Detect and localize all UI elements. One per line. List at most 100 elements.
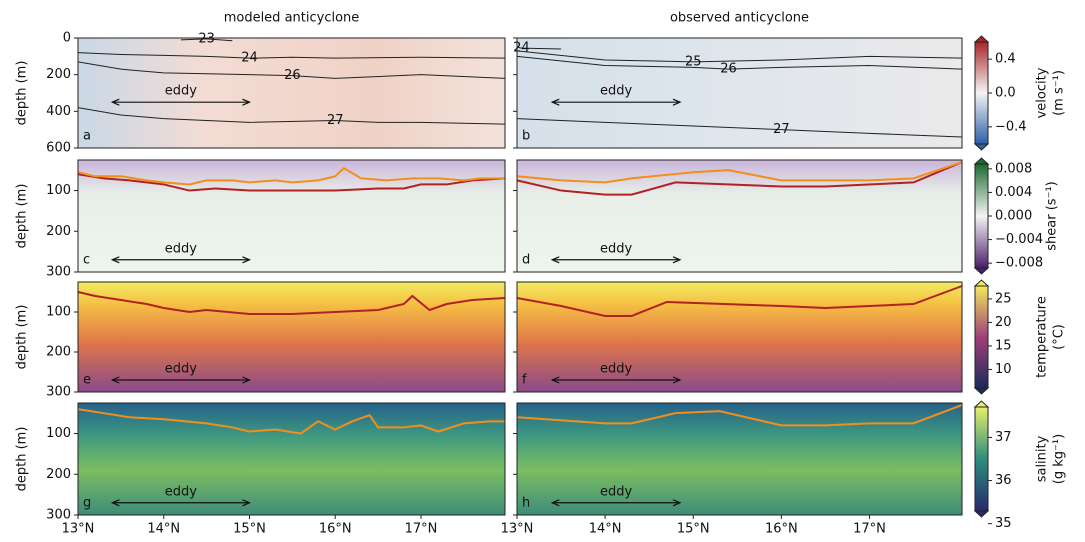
- colorbar: [974, 41, 989, 145]
- field: [78, 38, 505, 148]
- y-axis-label: depth (m): [15, 427, 30, 492]
- y-tick-label: 600: [46, 141, 71, 156]
- colorbar-cap: [973, 387, 990, 395]
- contour-label: 23: [198, 31, 215, 46]
- y-tick-label: 200: [46, 467, 71, 482]
- y-axis-label: depth (m): [15, 305, 30, 370]
- y-tick-label: 300: [46, 265, 71, 280]
- panel-label: b: [522, 129, 530, 144]
- contour-label: 27: [773, 122, 790, 137]
- field: [78, 160, 505, 272]
- y-tick-label: 200: [46, 345, 71, 360]
- colorbar: [974, 406, 989, 512]
- axes-frame: [77, 37, 506, 149]
- x-tick-label: 15°N: [677, 522, 710, 537]
- y-tick-label: 300: [46, 385, 71, 400]
- contour: [516, 50, 963, 63]
- colorbar-tick-label: 20: [995, 315, 1012, 330]
- field: [517, 160, 962, 272]
- axes-frame: [516, 159, 963, 273]
- mixed-layer-line: [77, 408, 505, 435]
- arrow-head: [110, 256, 252, 264]
- contour-label: 24: [241, 51, 258, 66]
- colorbar-unit: (m s⁻¹): [1052, 70, 1067, 116]
- x-tick-label: 14°N: [589, 522, 622, 537]
- x-tick-label: 16°N: [765, 522, 798, 537]
- colorbar-tick-label: 0.008: [995, 161, 1032, 176]
- y-tick-label: 100: [46, 426, 71, 441]
- contour: [77, 61, 506, 79]
- arrow-head: [550, 499, 682, 507]
- eddy-label: eddy: [165, 84, 198, 99]
- x-tick-label: 16°N: [319, 522, 352, 537]
- y-tick-label: 0: [63, 31, 71, 46]
- arrow-head: [550, 376, 682, 384]
- field: [78, 403, 505, 515]
- contour-label: 27: [327, 113, 344, 128]
- eddy-label: eddy: [165, 241, 198, 256]
- axes-frame: [516, 281, 963, 393]
- x-tick-label: 17°N: [405, 522, 438, 537]
- contour-label: 24: [513, 41, 530, 56]
- colorbar-tick-label: −0.008: [995, 256, 1043, 271]
- contour-label: 25: [685, 54, 702, 69]
- contour: [516, 55, 963, 70]
- colorbar-cap: [973, 35, 990, 43]
- mixed-layer-line: [77, 166, 505, 186]
- field: [78, 282, 505, 392]
- colorbar: [974, 163, 989, 269]
- y-tick-label: 300: [46, 508, 71, 523]
- colorbar-label: velocity: [1035, 67, 1050, 118]
- eddy-label: eddy: [600, 241, 633, 256]
- panel-label: d: [522, 253, 530, 268]
- colorbar-tick-label: −0.004: [995, 232, 1043, 247]
- contour: [516, 46, 562, 50]
- arrow-head: [550, 256, 682, 264]
- eddy-label: eddy: [165, 362, 198, 377]
- colorbar-unit: (g kg⁻¹): [1052, 434, 1067, 484]
- axes-frame: [516, 37, 963, 149]
- axes-frame: [516, 402, 963, 516]
- contour: [516, 118, 963, 138]
- panel-label: h: [522, 496, 530, 511]
- x-tick-label: 15°N: [233, 522, 266, 537]
- mixed-layer-line: [77, 291, 506, 315]
- x-tick-label: 14°N: [147, 522, 180, 537]
- panel-label: f: [522, 373, 527, 388]
- colorbar-tick-label: 36: [995, 473, 1012, 488]
- field: [517, 403, 962, 515]
- field: [517, 282, 962, 392]
- mixed-layer-line: [516, 404, 963, 427]
- colorbar-tick-label: 35: [995, 516, 1012, 531]
- colorbar-tick-label: 25: [995, 291, 1012, 306]
- panel-label: c: [83, 253, 90, 268]
- mixed-layer-line: [516, 285, 963, 317]
- x-tick-label: 13°N: [501, 522, 534, 537]
- axes-frame: [77, 402, 506, 516]
- colorbar-cap: [973, 267, 990, 275]
- y-tick-label: 100: [46, 183, 71, 198]
- y-axis-label: depth (m): [15, 184, 30, 249]
- contour: [180, 38, 233, 42]
- eddy-label: eddy: [600, 84, 633, 99]
- eddy-label: eddy: [600, 484, 633, 499]
- colorbar-cap: [973, 400, 990, 408]
- y-tick-label: 200: [46, 67, 71, 82]
- colorbar-cap: [973, 279, 990, 287]
- colorbar-tick-label: 15: [995, 338, 1012, 353]
- contour-label: 26: [720, 62, 737, 77]
- mixed-layer-line: [516, 161, 963, 196]
- x-tick-label: 13°N: [62, 522, 95, 537]
- contour: [77, 52, 506, 59]
- colorbar-label: temperature: [1035, 296, 1050, 378]
- panel-label: g: [83, 496, 91, 511]
- y-tick-label: 100: [46, 305, 71, 320]
- y-tick-label: 400: [46, 104, 71, 119]
- contour-label: 26: [284, 68, 301, 83]
- panel-label: a: [83, 129, 91, 144]
- colorbar-cap: [973, 510, 990, 518]
- arrow-head: [110, 376, 252, 384]
- mixed-layer-line: [516, 161, 963, 184]
- arrow-head: [110, 98, 252, 106]
